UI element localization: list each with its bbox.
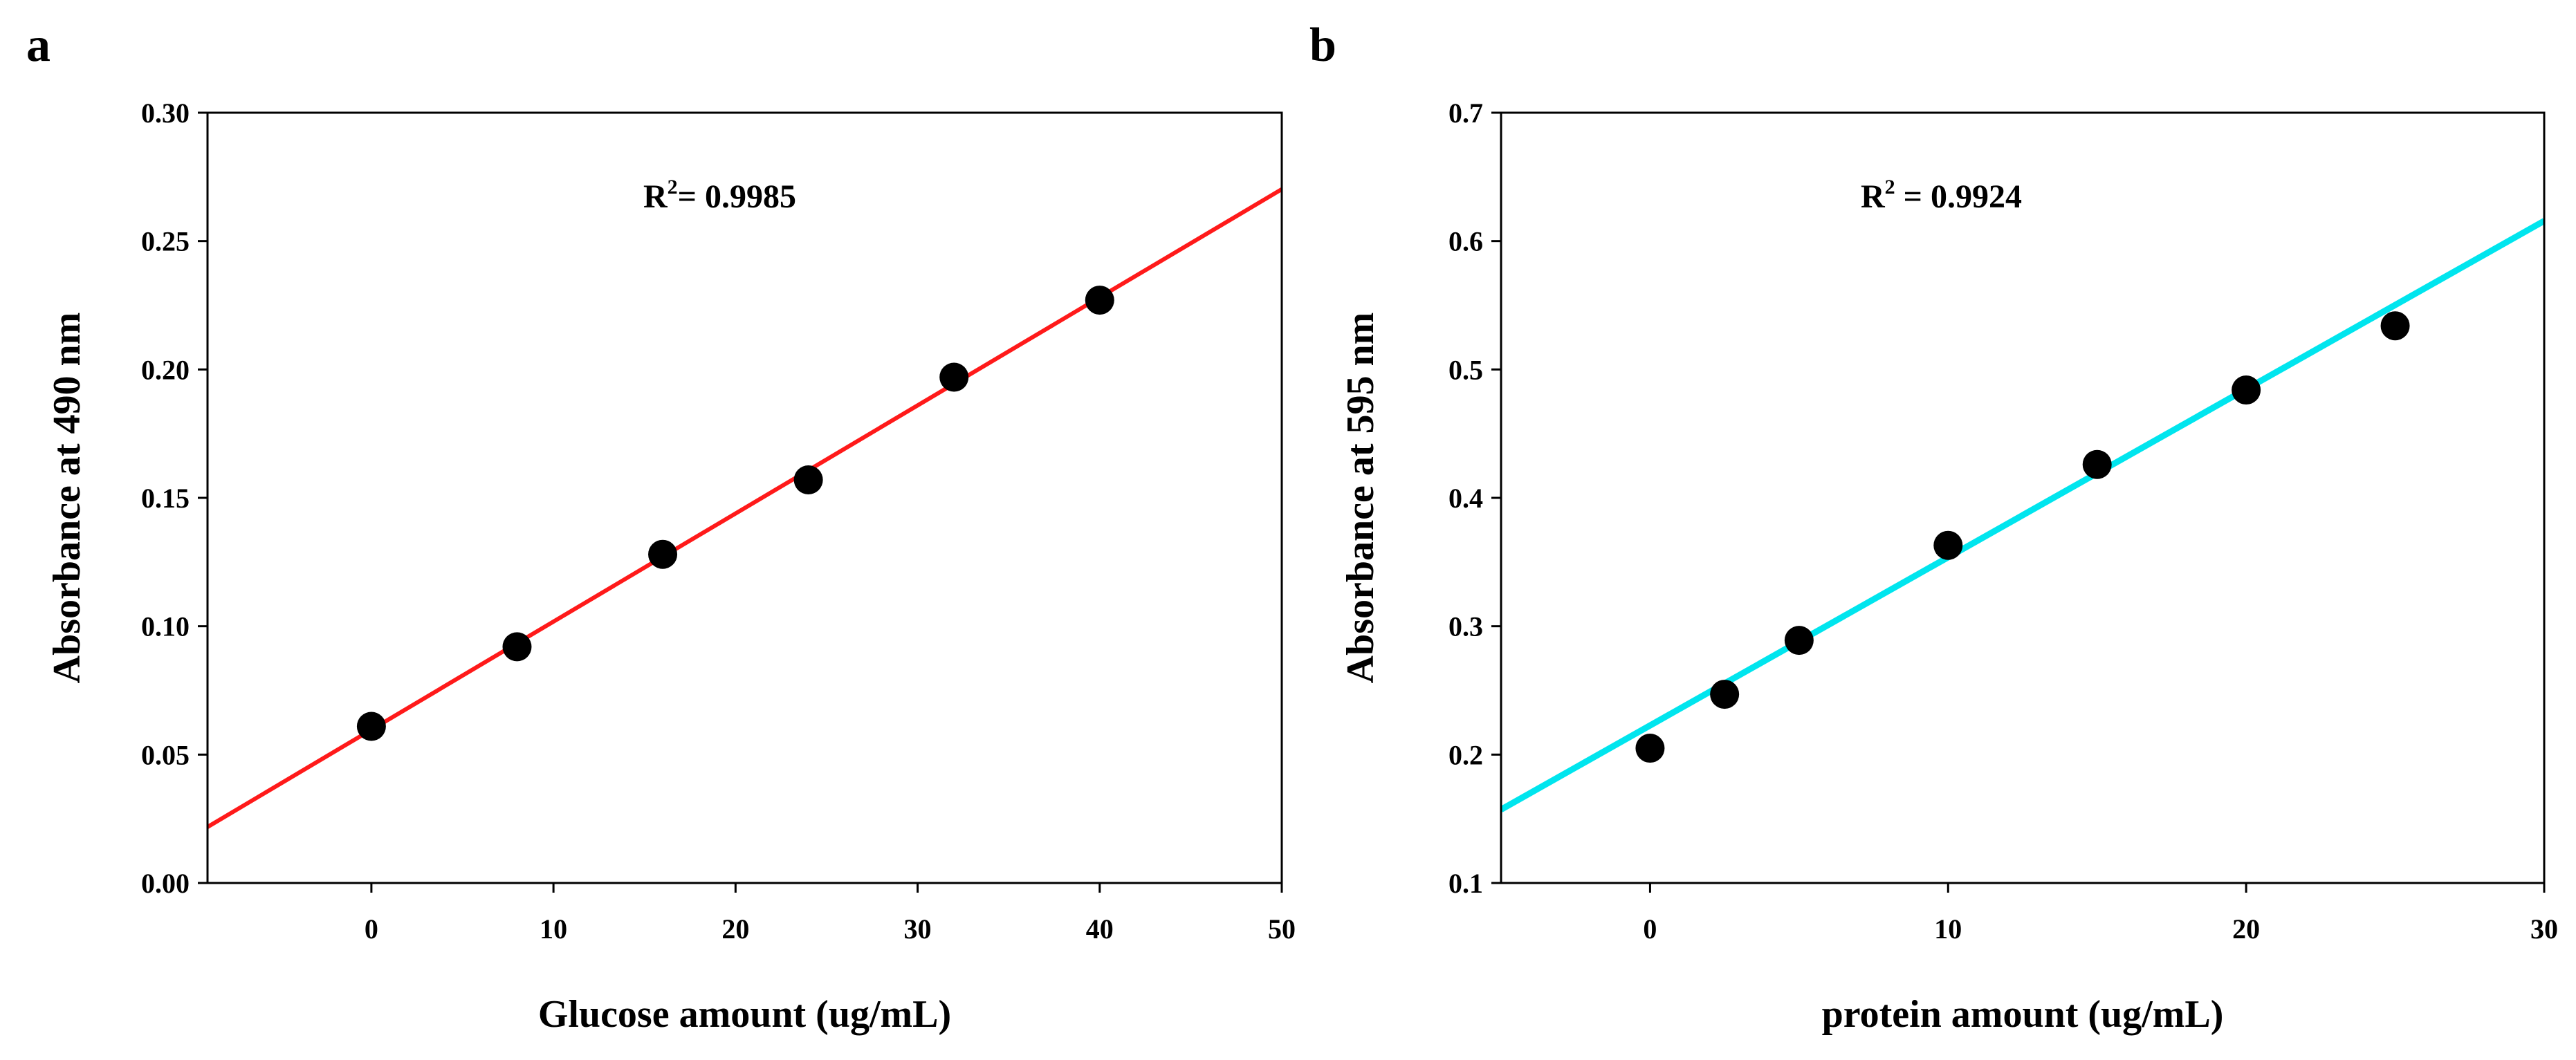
data-point	[1710, 680, 1740, 709]
y-tick-label: 0.5	[1448, 354, 1483, 385]
panel-label: a	[26, 19, 50, 72]
x-tick-label: 30	[2530, 913, 2558, 945]
data-point	[1635, 734, 1665, 763]
x-tick-label: 10	[540, 913, 567, 945]
fit-line	[1501, 218, 2544, 812]
panel-a: a 0.00 0.05 0.10 0.15 0.20 0.25 0.30 0 10 20 30 40 50…	[26, 19, 1296, 1036]
x-tick-label: 50	[1268, 913, 1296, 945]
data-point	[502, 632, 532, 662]
r-squared-sup: 2	[1885, 176, 1895, 198]
r-squared-value: = 0.9985	[678, 178, 796, 215]
y-tick-label: 0.4	[1448, 483, 1483, 514]
x-axis-label: protein amount (ug/mL)	[1822, 993, 2224, 1036]
y-axis-label: Absorbance at 595 nm	[1339, 313, 1382, 684]
r-squared-value: = 0.9924	[1895, 178, 2022, 215]
r-squared-annotation: R2= 0.9985	[643, 176, 796, 215]
r-squared-sup: 2	[668, 176, 678, 198]
data-point	[793, 465, 823, 495]
r-squared-annotation: R2 = 0.9924	[1861, 176, 2022, 215]
y-tick-label: 0.00	[141, 868, 190, 899]
y-tick-label: 0.3	[1448, 611, 1483, 642]
y-tick-label: 0.1	[1448, 868, 1483, 899]
r-squared-base: R	[643, 178, 668, 215]
x-tick-label: 0	[365, 913, 378, 945]
x-tick-label: 20	[2232, 913, 2260, 945]
data-point	[2232, 375, 2261, 405]
y-axis-label: Absorbance at 490 nm	[46, 313, 89, 684]
panel-label: b	[1309, 19, 1336, 72]
r-squared-base: R	[1861, 178, 1886, 215]
data-point	[1085, 286, 1114, 315]
y-tick-label: 0.25	[141, 226, 190, 257]
plot-frame	[206, 111, 1283, 884]
data-point	[2082, 449, 2112, 479]
plot-frame	[1500, 111, 2546, 884]
y-tick-label: 0.2	[1448, 739, 1483, 770]
y-tick-label: 0.05	[141, 739, 190, 770]
data-point	[939, 362, 969, 392]
data-point	[1933, 530, 1963, 560]
y-tick-label: 0.20	[141, 354, 190, 385]
x-tick-label: 30	[904, 913, 932, 945]
data-point	[2380, 311, 2410, 341]
x-tick-label: 40	[1086, 913, 1114, 945]
y-tick-label: 0.10	[141, 611, 190, 642]
data-point	[1784, 626, 1814, 655]
x-tick-label: 10	[1934, 913, 1962, 945]
panel-b: b 0.1 0.2 0.3 0.4 0.5 0.6 0.7 0 10 20 30 R2 = 0.9924…	[1309, 19, 2558, 1036]
y-tick-label: 0.15	[141, 483, 190, 514]
data-point	[356, 712, 386, 741]
y-tick-label: 0.30	[141, 97, 190, 129]
x-axis-label: Glucose amount (ug/mL)	[538, 993, 951, 1036]
y-tick-label: 0.6	[1448, 226, 1483, 257]
x-tick-label: 20	[721, 913, 749, 945]
x-tick-label: 0	[1643, 913, 1657, 945]
y-tick-label: 0.7	[1448, 97, 1483, 129]
data-point	[648, 539, 678, 569]
